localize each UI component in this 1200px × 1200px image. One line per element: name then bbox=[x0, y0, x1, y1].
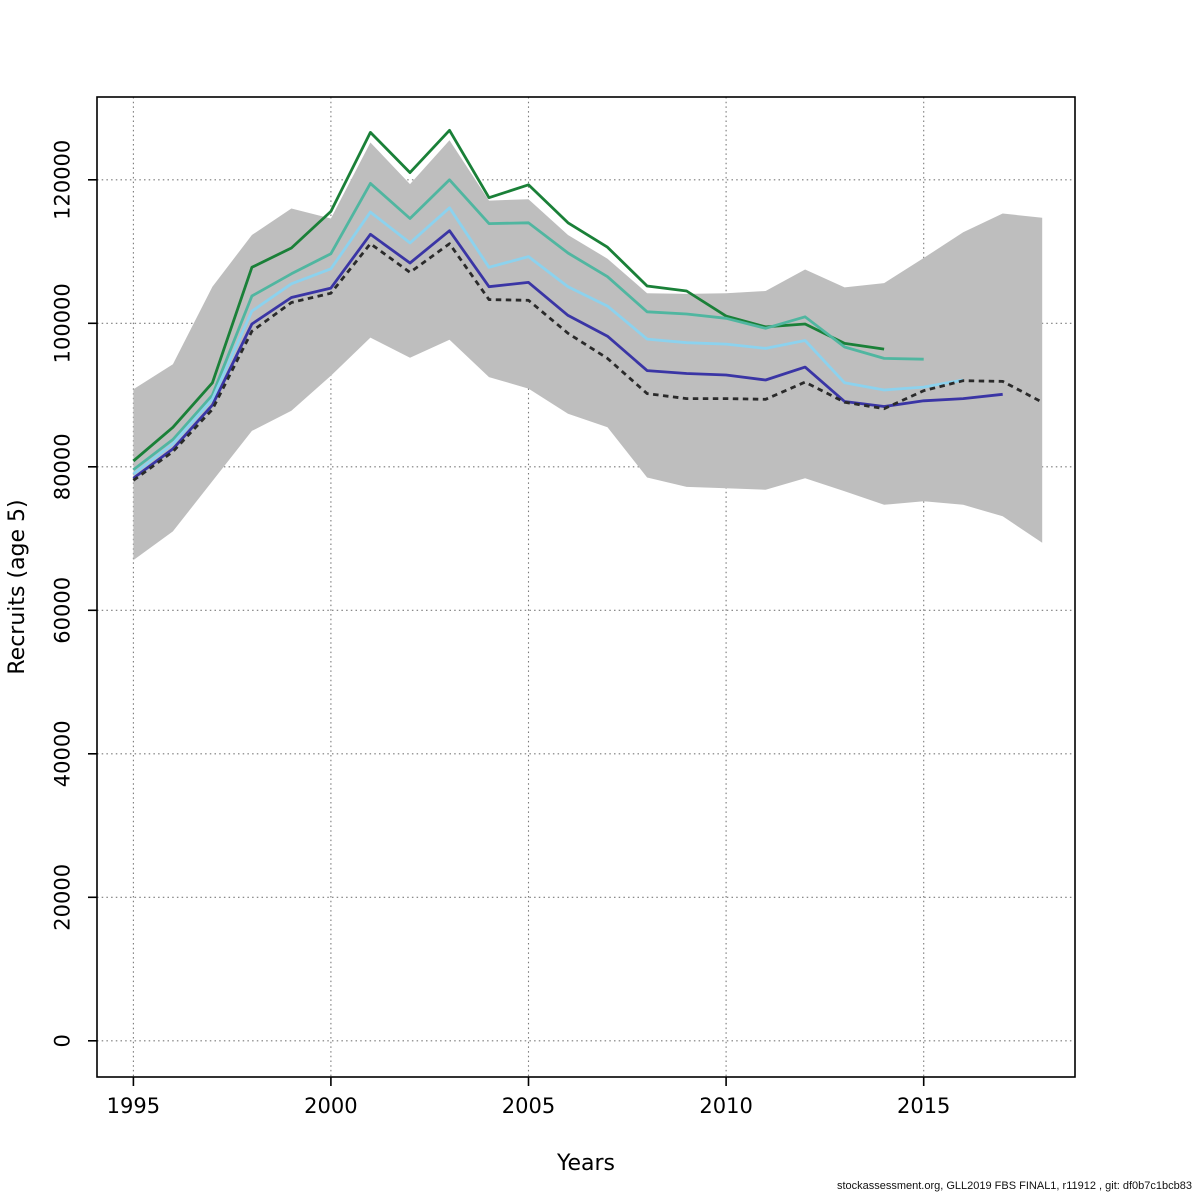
y-tick-label: 20000 bbox=[50, 864, 74, 931]
x-tick-label: 2010 bbox=[699, 1094, 752, 1118]
plot-border bbox=[96, 96, 1076, 1078]
series-line-run-ending-2015-teal bbox=[132, 178, 924, 471]
y-tick-label: 80000 bbox=[50, 433, 74, 500]
series-line-run-ending-2016-lightblue bbox=[132, 206, 964, 476]
y-tick-label: 120000 bbox=[50, 140, 74, 220]
y-tick-label: 100000 bbox=[50, 283, 74, 363]
footer-credit: stockassessment.org, GLL2019 FBS FINAL1,… bbox=[837, 1180, 1192, 1192]
series-layer bbox=[132, 128, 1043, 482]
confidence-band-final-run bbox=[133, 140, 1043, 561]
x-tick-label: 2000 bbox=[304, 1094, 357, 1118]
tick-labels-layer: 1995 2000 2005 2010 2015 0 20000 40000 60000 8000… bbox=[50, 140, 950, 1118]
y-tick-label: 40000 bbox=[50, 720, 74, 787]
y-tick-label: 60000 bbox=[50, 577, 74, 644]
y-tick-label: 0 bbox=[50, 1034, 74, 1047]
grid-layer bbox=[97, 97, 1075, 1077]
y-axis-title: Recruits (age 5) bbox=[5, 499, 30, 674]
series-line-run-ending-2014-green bbox=[132, 128, 885, 463]
confidence-band-layer bbox=[133, 140, 1043, 561]
x-tick-label: 2005 bbox=[502, 1094, 555, 1118]
axis-ticks-layer bbox=[88, 179, 925, 1086]
series-line-final-run-2018-black-dashed bbox=[132, 242, 1043, 482]
x-tick-label: 2015 bbox=[897, 1094, 950, 1118]
x-tick-label: 1995 bbox=[107, 1094, 160, 1118]
x-axis-title: Years bbox=[556, 1151, 615, 1176]
